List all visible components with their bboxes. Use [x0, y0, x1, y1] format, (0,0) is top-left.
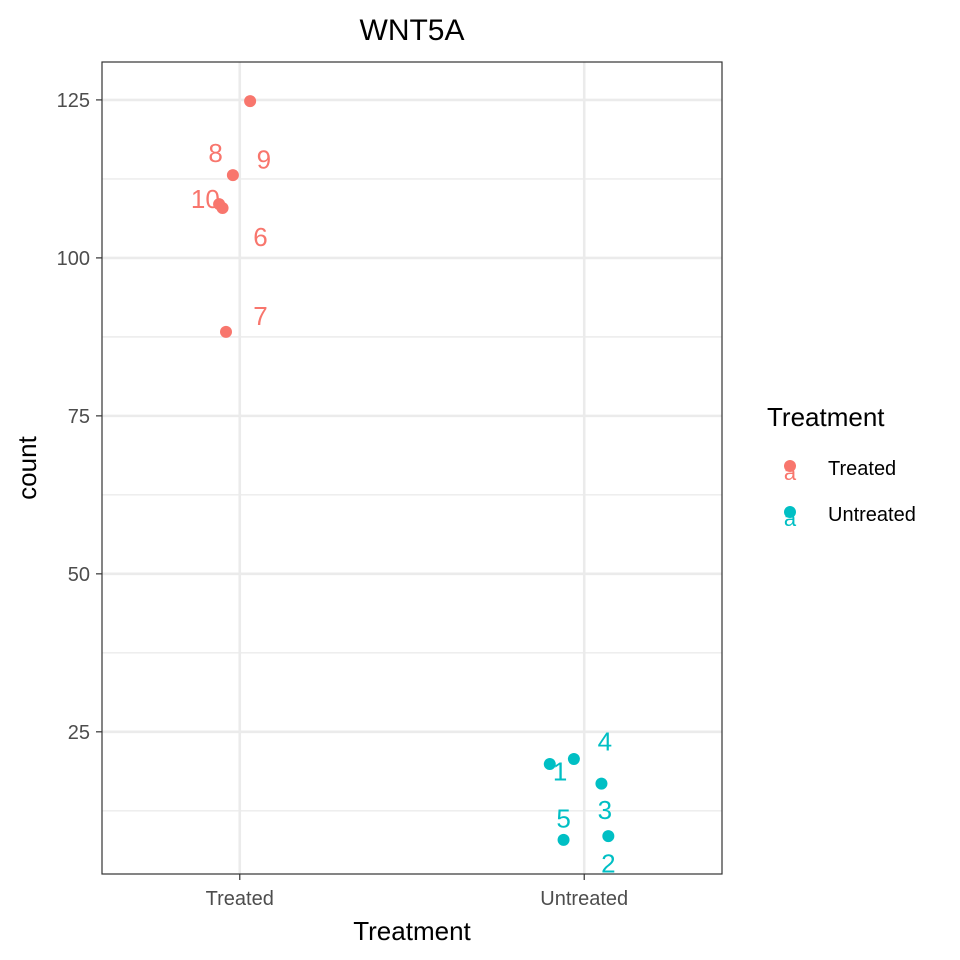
y-tick-label: 25 [68, 722, 90, 744]
data-point [567, 752, 580, 765]
legend-label: Untreated [828, 504, 916, 526]
data-point [595, 777, 608, 790]
point-label: 4 [598, 726, 612, 756]
y-axis-title: count [12, 435, 42, 499]
x-axis-title: Treatment [353, 916, 471, 946]
legend-title: Treatment [767, 402, 885, 432]
legend-label: Treated [828, 458, 896, 480]
grid [102, 62, 722, 874]
y-axis: 25 50 75 100 125 [57, 90, 102, 744]
x-tick-label: Treated [206, 888, 274, 910]
point-label: 9 [257, 144, 271, 174]
data-points [213, 95, 615, 846]
point-label: 2 [601, 848, 615, 878]
y-tick-label: 100 [57, 248, 90, 270]
legend-key-point [784, 506, 796, 518]
x-tick-label: Untreated [540, 888, 628, 910]
point-label: 10 [191, 184, 220, 214]
point-label: 6 [253, 222, 267, 252]
point-label: 3 [598, 795, 612, 825]
point-label: 7 [253, 301, 267, 331]
point-labels: 8 9 10 6 7 1 4 35 2 [191, 138, 616, 878]
y-tick-label: 50 [68, 564, 90, 586]
data-point [216, 201, 229, 214]
point-label: 1 [553, 757, 567, 787]
plot-panel [101, 61, 723, 875]
data-point [557, 833, 570, 846]
point-label: 8 [208, 138, 222, 168]
y-tick-label: 75 [68, 406, 90, 428]
chart-title: WNT5A [360, 14, 465, 47]
point-label: 5 [556, 803, 570, 833]
data-point [220, 325, 232, 338]
data-point [602, 830, 615, 843]
data-point [244, 95, 257, 108]
data-point [226, 169, 239, 182]
legend-key-point [784, 460, 796, 472]
x-axis: Treated Untreated [206, 874, 628, 910]
y-tick-label: 125 [57, 90, 90, 112]
data-point [543, 758, 556, 771]
